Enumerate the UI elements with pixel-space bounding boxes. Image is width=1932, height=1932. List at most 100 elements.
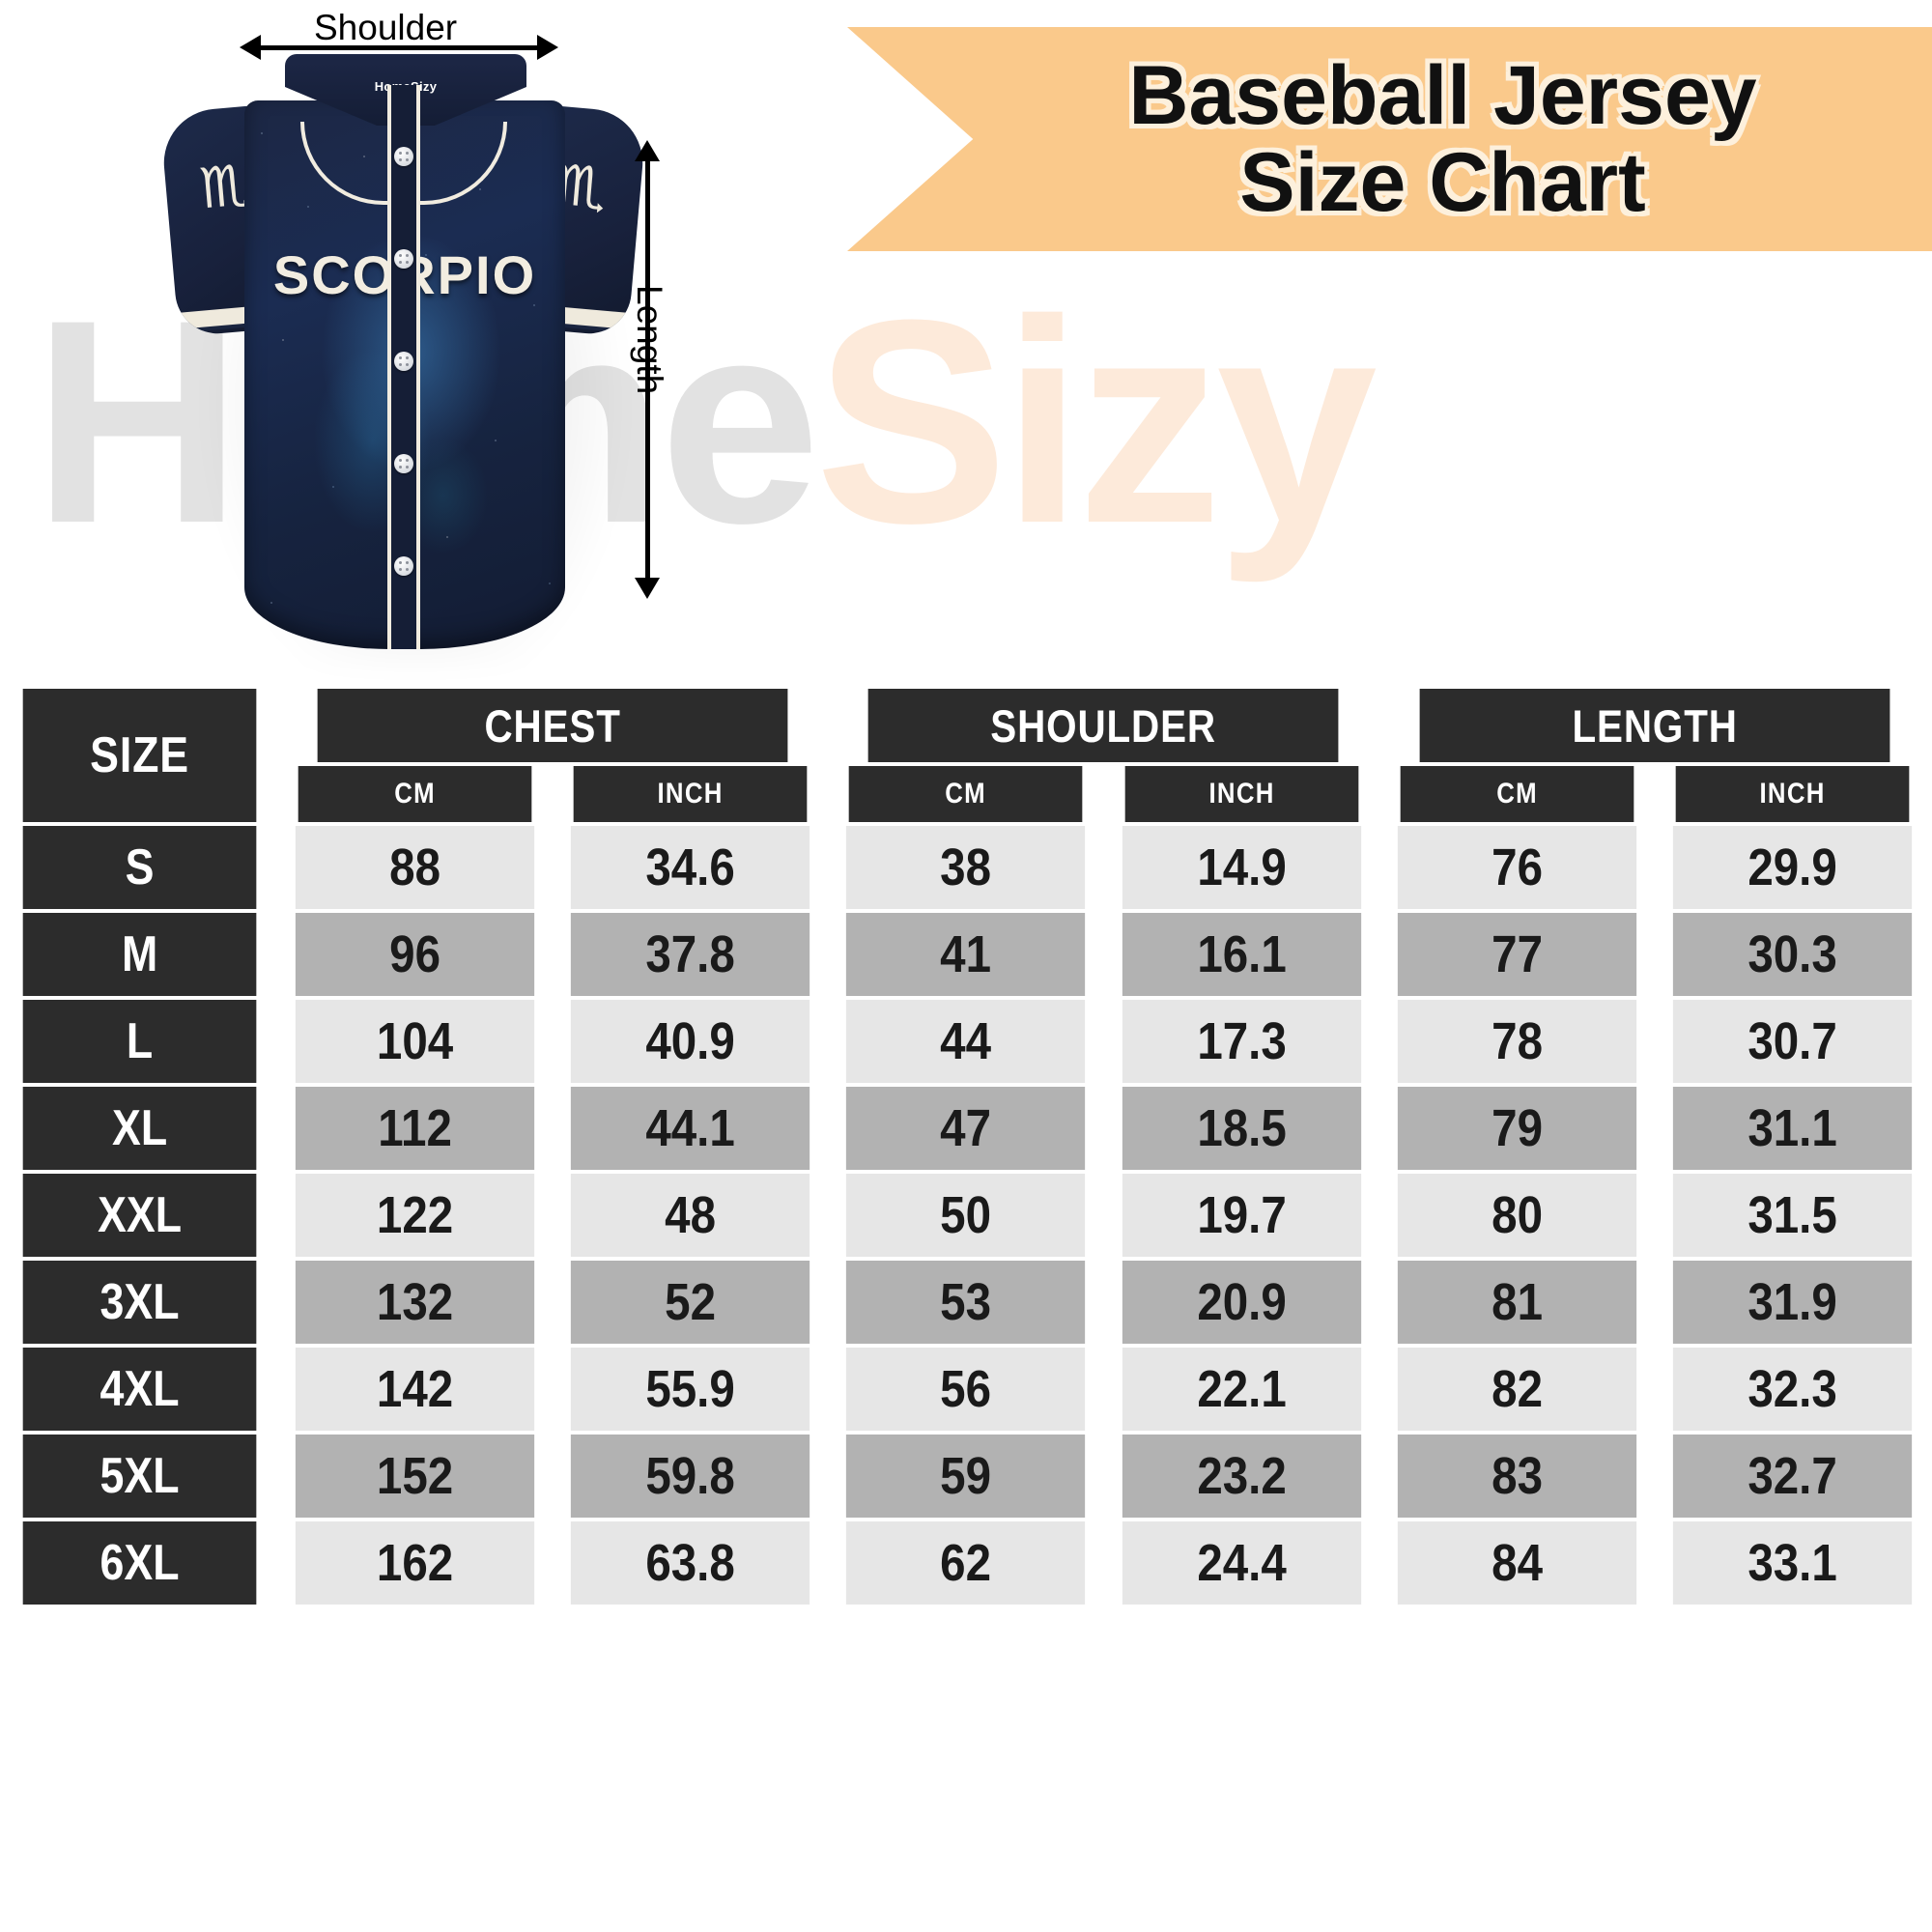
jersey-button <box>393 454 413 473</box>
cell-length-cm: 84 <box>1397 1521 1636 1605</box>
cell-chest-in: 48 <box>571 1174 810 1257</box>
cell-shoulder-cm: 53 <box>846 1261 1086 1344</box>
cell-chest-cm: 162 <box>296 1521 535 1605</box>
cell-length-cm: 81 <box>1397 1261 1636 1344</box>
product-illustration-area: HomeSizy H Baseball Jersey Size Chart ♏ … <box>0 0 1932 874</box>
header-length-inch: INCH <box>1675 766 1910 822</box>
cell-shoulder-in: 20.9 <box>1122 1261 1361 1344</box>
cell-chest-in: 34.6 <box>571 826 810 909</box>
jersey-button <box>393 556 413 576</box>
header-group-chest: CHEST <box>317 689 788 762</box>
cell-length-cm: 76 <box>1397 826 1636 909</box>
cell-shoulder-cm: 44 <box>846 1000 1086 1083</box>
cell-length-in: 31.1 <box>1672 1087 1913 1170</box>
table-header-group-row: SIZE CHEST SHOULDER LENGTH <box>4 689 1928 822</box>
table-row: XL 112 44.1 47 18.5 79 31.1 <box>4 1087 1928 1170</box>
cell-chest-cm: 122 <box>296 1174 535 1257</box>
cell-length-in: 29.9 <box>1672 826 1913 909</box>
shoulder-measurement-arrow <box>240 35 558 60</box>
cell-shoulder-cm: 56 <box>846 1348 1086 1431</box>
cell-length-in: 30.7 <box>1672 1000 1913 1083</box>
shoulder-measurement-label: Shoulder <box>314 8 458 47</box>
length-measurement-arrow <box>635 140 660 599</box>
header-size: SIZE <box>22 689 257 822</box>
cell-shoulder-cm: 50 <box>846 1174 1086 1257</box>
cell-size: 6XL <box>22 1521 257 1605</box>
cell-length-cm: 80 <box>1397 1174 1636 1257</box>
cell-size: S <box>22 826 257 909</box>
cell-length-in: 31.5 <box>1672 1174 1913 1257</box>
cell-length-cm: 77 <box>1397 913 1636 996</box>
table-row: 6XL 162 63.8 62 24.4 84 33.1 <box>4 1521 1928 1605</box>
cell-shoulder-in: 24.4 <box>1122 1521 1361 1605</box>
cell-size: M <box>22 913 257 996</box>
cell-length-cm: 82 <box>1397 1348 1636 1431</box>
cell-length-in: 33.1 <box>1672 1521 1913 1605</box>
cell-length-in: 32.3 <box>1672 1348 1913 1431</box>
cell-shoulder-in: 16.1 <box>1122 913 1361 996</box>
cell-chest-cm: 152 <box>296 1435 535 1518</box>
jersey-button <box>393 352 413 371</box>
baseball-jersey-image: ♏ ♏ SCORPIO HomeSizy <box>159 50 647 649</box>
cell-chest-cm: 132 <box>296 1261 535 1344</box>
table-row: M 96 37.8 41 16.1 77 30.3 <box>4 913 1928 996</box>
cell-size: L <box>22 1000 257 1083</box>
cell-chest-cm: 142 <box>296 1348 535 1431</box>
cell-length-cm: 78 <box>1397 1000 1636 1083</box>
jersey-button <box>393 249 413 269</box>
cell-chest-in: 37.8 <box>571 913 810 996</box>
header-group-shoulder: SHOULDER <box>868 689 1340 762</box>
table-header: SIZE CHEST SHOULDER LENGTH CM INCH CM IN… <box>4 689 1928 822</box>
cell-shoulder-in: 17.3 <box>1122 1000 1361 1083</box>
cell-chest-in: 44.1 <box>571 1087 810 1170</box>
table-row: 5XL 152 59.8 59 23.2 83 32.7 <box>4 1435 1928 1518</box>
size-chart-table: SIZE CHEST SHOULDER LENGTH CM INCH CM IN… <box>0 685 1932 1608</box>
header-group-length: LENGTH <box>1419 689 1890 762</box>
table-row: S 88 34.6 38 14.9 76 29.9 <box>4 826 1928 909</box>
header-length-cm: CM <box>1400 766 1634 822</box>
cell-length-in: 30.3 <box>1672 913 1913 996</box>
cell-shoulder-cm: 62 <box>846 1521 1086 1605</box>
cell-length-cm: 83 <box>1397 1435 1636 1518</box>
cell-size: 4XL <box>22 1348 257 1431</box>
cell-size: 3XL <box>22 1261 257 1344</box>
cell-shoulder-in: 19.7 <box>1122 1174 1361 1257</box>
cell-chest-in: 52 <box>571 1261 810 1344</box>
cell-size: XL <box>22 1087 257 1170</box>
cell-length-in: 32.7 <box>1672 1435 1913 1518</box>
table-row: 4XL 142 55.9 56 22.1 82 32.3 <box>4 1348 1928 1431</box>
cell-shoulder-in: 18.5 <box>1122 1087 1361 1170</box>
header-shoulder-inch: INCH <box>1124 766 1359 822</box>
cell-chest-in: 40.9 <box>571 1000 810 1083</box>
cell-size: XXL <box>22 1174 257 1257</box>
cell-shoulder-cm: 38 <box>846 826 1086 909</box>
header-chest-cm: CM <box>298 766 532 822</box>
table-row: L 104 40.9 44 17.3 78 30.7 <box>4 1000 1928 1083</box>
jersey-button <box>393 147 413 166</box>
cell-shoulder-in: 23.2 <box>1122 1435 1361 1518</box>
jersey-button-placket <box>386 85 420 649</box>
cell-shoulder-cm: 59 <box>846 1435 1086 1518</box>
cell-chest-cm: 112 <box>296 1087 535 1170</box>
cell-chest-in: 63.8 <box>571 1521 810 1605</box>
cell-chest-in: 55.9 <box>571 1348 810 1431</box>
banner-title-line-1: Baseball Jersey <box>1128 48 1757 142</box>
cell-chest-in: 59.8 <box>571 1435 810 1518</box>
table-header-unit-row: CM INCH CM INCH CM INCH <box>4 766 1928 822</box>
cell-shoulder-cm: 41 <box>846 913 1086 996</box>
cell-length-in: 31.9 <box>1672 1261 1913 1344</box>
watermark-part-sizy: Sizy <box>814 259 1378 583</box>
header-shoulder-cm: CM <box>849 766 1083 822</box>
table-body: S 88 34.6 38 14.9 76 29.9 M 96 37.8 41 16.1 77 30.3 L 1… <box>4 826 1928 1605</box>
table-row: XXL 122 48 50 19.7 80 31.5 <box>4 1174 1928 1257</box>
banner-title-line-2: Size Chart <box>1239 136 1646 229</box>
cell-size: 5XL <box>22 1435 257 1518</box>
cell-shoulder-in: 14.9 <box>1122 826 1361 909</box>
cell-chest-cm: 96 <box>296 913 535 996</box>
table-row: 3XL 132 52 53 20.9 81 31.9 <box>4 1261 1928 1344</box>
header-chest-inch: INCH <box>573 766 808 822</box>
title-banner: Baseball Jersey Size Chart <box>847 27 1932 251</box>
cell-shoulder-in: 22.1 <box>1122 1348 1361 1431</box>
cell-chest-cm: 104 <box>296 1000 535 1083</box>
cell-shoulder-cm: 47 <box>846 1087 1086 1170</box>
